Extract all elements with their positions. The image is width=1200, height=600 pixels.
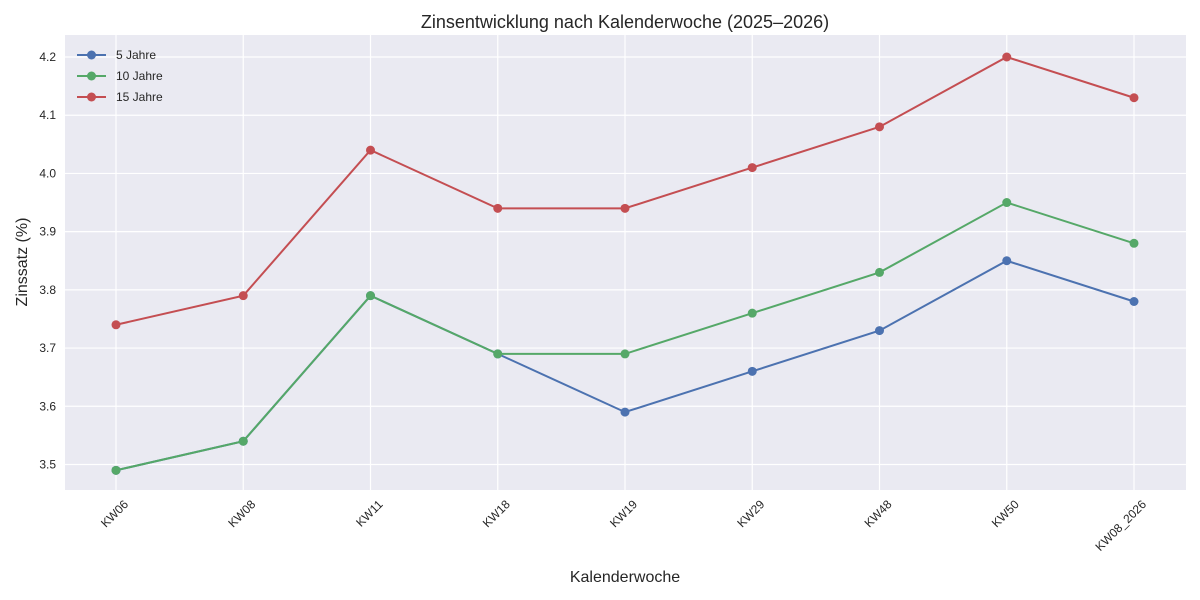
y-tick-label: 3.6 xyxy=(39,399,56,413)
data-point xyxy=(747,308,757,318)
x-tick-label: KW11 xyxy=(353,497,386,530)
data-point xyxy=(238,436,248,446)
y-tick-label: 4.1 xyxy=(39,108,56,122)
data-point xyxy=(111,465,121,475)
y-tick-label: 3.5 xyxy=(39,458,56,472)
x-axis-label: Kalenderwoche xyxy=(570,569,680,586)
data-point xyxy=(1002,52,1012,62)
chart-title: Zinsentwicklung nach Kalenderwoche (2025… xyxy=(421,12,829,32)
data-point xyxy=(111,320,121,330)
y-axis-label: Zinssatz (%) xyxy=(14,218,31,307)
data-point xyxy=(493,203,503,213)
x-tick-label: KW50 xyxy=(989,497,1022,530)
legend-item: 10 Jahre xyxy=(77,69,163,83)
data-point xyxy=(747,163,757,173)
data-point xyxy=(875,326,884,336)
legend-marker-icon xyxy=(87,50,96,60)
data-point xyxy=(1002,256,1012,266)
grid-lines xyxy=(65,35,1186,490)
y-tick-label: 3.7 xyxy=(39,341,56,355)
x-axis-ticks: KW06 KW08 KW11 KW18 KW19 KW29 KW48 KW50 KW08_202… xyxy=(98,497,1149,554)
x-tick-label: KW18 xyxy=(480,497,513,530)
legend: 5 Jahre 10 Jahre 15 Jahre xyxy=(77,48,163,104)
x-tick-label: KW48 xyxy=(862,497,895,530)
x-tick-label: KW29 xyxy=(734,497,767,530)
data-point xyxy=(366,291,375,301)
data-point xyxy=(620,203,630,213)
data-point xyxy=(747,366,757,376)
legend-label: 15 Jahre xyxy=(116,90,163,104)
legend-label: 10 Jahre xyxy=(116,69,163,83)
data-point xyxy=(366,145,375,155)
data-point xyxy=(1129,297,1139,306)
data-point xyxy=(493,349,503,359)
y-tick-label: 3.8 xyxy=(39,283,56,297)
legend-marker-icon xyxy=(87,92,96,102)
data-series xyxy=(111,52,1139,475)
data-point xyxy=(875,122,884,132)
series-15-jahre xyxy=(111,52,1139,330)
y-tick-label: 3.9 xyxy=(39,225,56,239)
data-point xyxy=(620,349,630,359)
legend-item: 15 Jahre xyxy=(77,90,163,104)
x-tick-label: KW08 xyxy=(225,497,258,530)
data-point xyxy=(875,267,884,277)
x-tick-label: KW08_2026 xyxy=(1093,497,1150,554)
legend-label: 5 Jahre xyxy=(116,48,156,62)
series-10-jahre xyxy=(111,198,1139,475)
data-point xyxy=(1002,198,1012,208)
y-axis-ticks: 3.5 3.6 3.7 3.8 3.9 4.0 4.1 4.2 xyxy=(39,50,56,472)
data-point xyxy=(238,291,248,301)
x-tick-label: KW19 xyxy=(607,497,640,530)
data-point xyxy=(1129,93,1139,103)
y-tick-label: 4.2 xyxy=(39,50,56,64)
y-tick-label: 4.0 xyxy=(39,166,56,180)
data-point xyxy=(1129,238,1139,248)
x-tick-label: KW06 xyxy=(98,497,131,530)
legend-item: 5 Jahre xyxy=(77,48,156,62)
legend-marker-icon xyxy=(87,71,96,81)
data-point xyxy=(620,407,630,417)
